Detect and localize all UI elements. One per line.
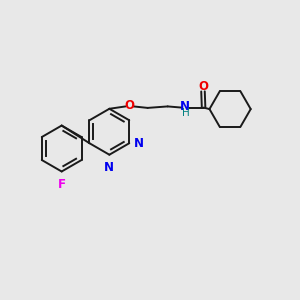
Text: O: O — [124, 99, 134, 112]
Text: N: N — [180, 100, 190, 113]
Text: F: F — [58, 178, 66, 191]
Text: N: N — [104, 161, 114, 174]
Text: N: N — [134, 137, 144, 150]
Text: H: H — [182, 109, 190, 118]
Text: O: O — [198, 80, 208, 93]
